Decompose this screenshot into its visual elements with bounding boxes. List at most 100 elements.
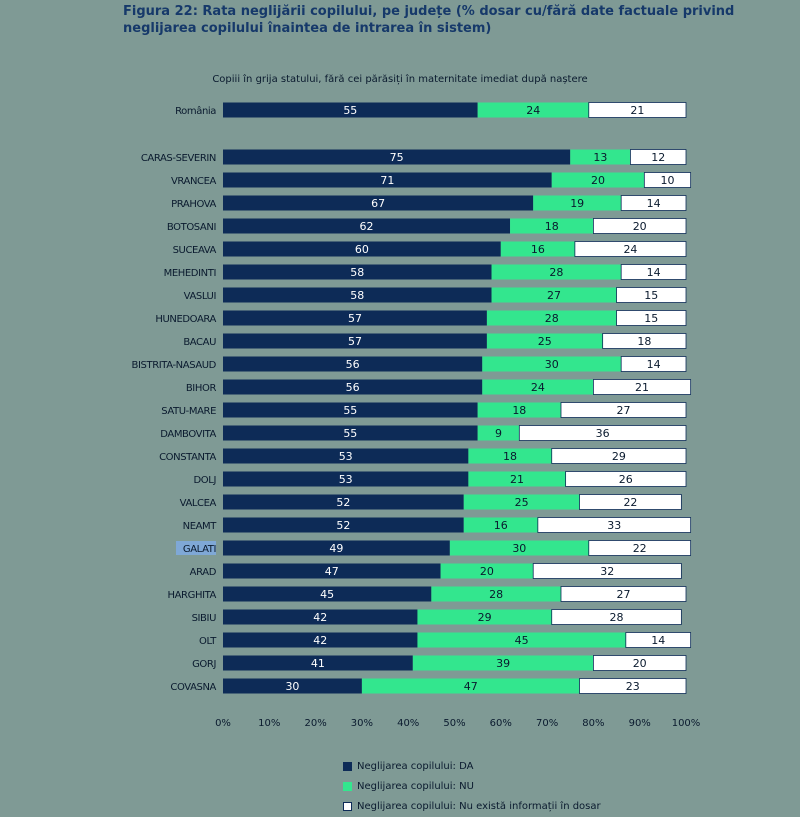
bar-vaslui-nu <box>491 287 617 303</box>
bar-bihor-da <box>223 379 483 395</box>
bar-vrancea-nu <box>551 172 645 188</box>
data-label-suceava-nu: 16 <box>531 243 545 256</box>
bar-hunedoara-da <box>223 310 487 326</box>
data-label-romania-nu: 24 <box>526 104 540 117</box>
legend-label-nu: Neglijarea copilului: NU <box>357 780 474 792</box>
category-label-mehedinti: MEHEDINTI <box>164 268 216 279</box>
data-label-prahova-da: 67 <box>371 197 385 210</box>
category-label-neamt: NEAMT <box>183 521 218 532</box>
bar-mehedinti-nu <box>491 264 622 280</box>
data-label-dambovita-da: 55 <box>343 427 357 440</box>
legend-swatch-none <box>343 801 352 811</box>
bar-hunedoara-nu <box>486 310 617 326</box>
category-label-caras-severin: CARAS-SEVERIN <box>141 153 216 164</box>
data-label-mehedinti-nu: 28 <box>549 266 563 279</box>
legend-swatch-nu <box>343 781 352 791</box>
data-label-bihor-none: 21 <box>635 381 649 394</box>
data-label-dolj-da: 53 <box>339 473 353 486</box>
data-label-galati-da: 49 <box>329 542 343 555</box>
x-tick-label: 100% <box>672 718 701 729</box>
data-label-gorj-none: 20 <box>633 657 647 670</box>
bar-satu-mare-da <box>223 402 478 418</box>
data-label-bihor-da: 56 <box>346 381 360 394</box>
bar-botosani-none <box>593 218 687 234</box>
bar-dambovita-none <box>518 425 687 441</box>
x-tick-label: 70% <box>536 718 558 729</box>
data-label-neamt-da: 52 <box>336 519 350 532</box>
bar-covasna-nu <box>361 678 580 694</box>
data-label-harghita-nu: 28 <box>489 588 503 601</box>
category-label-constanta: CONSTANTA <box>159 452 216 463</box>
data-label-romania-da: 55 <box>343 104 357 117</box>
data-label-constanta-nu: 18 <box>503 450 517 463</box>
bar-prahova-da <box>223 195 534 211</box>
bar-harghita-nu <box>431 586 561 602</box>
bar-gorj-da <box>223 655 413 671</box>
data-label-dambovita-none: 36 <box>596 427 610 440</box>
x-tick-label: 50% <box>443 718 465 729</box>
data-label-hunedoara-nu: 28 <box>545 312 559 325</box>
bar-valcea-da <box>223 494 464 510</box>
data-label-satu-mare-nu: 18 <box>512 404 526 417</box>
bar-neamt-none <box>537 517 692 533</box>
bar-olt-da <box>223 632 418 648</box>
x-tick-label: 20% <box>304 718 326 729</box>
figure-title: Figura 22: Rata neglijării copilului, pe… <box>123 4 735 36</box>
x-tick-label: 60% <box>490 718 512 729</box>
data-label-bacau-none: 18 <box>637 335 651 348</box>
data-label-vrancea-none: 10 <box>660 174 674 187</box>
data-label-valcea-nu: 25 <box>515 496 529 509</box>
bar-arad-nu <box>440 563 534 579</box>
data-label-constanta-none: 29 <box>612 450 626 463</box>
category-label-highlight <box>176 541 216 555</box>
legend-item-da: Neglijarea copilului: DA <box>343 756 601 776</box>
data-label-covasna-nu: 47 <box>464 680 478 693</box>
data-label-harghita-none: 27 <box>616 588 630 601</box>
data-label-neamt-nu: 16 <box>494 519 508 532</box>
bar-caras-severin-da <box>223 149 571 165</box>
data-label-vrancea-nu: 20 <box>591 174 605 187</box>
bar-bacau-none <box>602 333 687 349</box>
data-label-dambovita-nu: 9 <box>495 427 502 440</box>
legend-item-none: Neglijarea copilului: Nu există informaț… <box>343 796 601 816</box>
data-label-botosani-da: 62 <box>360 220 374 233</box>
data-label-caras-severin-none: 12 <box>651 151 665 164</box>
bar-covasna-da <box>223 678 362 694</box>
data-label-arad-da: 47 <box>325 565 339 578</box>
category-label-satu-mare: SATU-MARE <box>161 406 216 417</box>
data-label-bistrita-nasaud-nu: 30 <box>545 358 559 371</box>
bar-galati-none <box>588 540 692 556</box>
data-label-neamt-none: 33 <box>607 519 621 532</box>
bar-dambovita-da <box>223 425 478 441</box>
bar-constanta-nu <box>468 448 552 464</box>
bar-harghita-da <box>223 586 432 602</box>
legend-swatch-da <box>343 761 352 771</box>
bar-mehedinti-none <box>620 264 687 280</box>
bar-olt-none <box>625 632 692 648</box>
bar-prahova-none <box>620 195 687 211</box>
bar-mehedinti-da <box>223 264 492 280</box>
bar-galati-da <box>223 540 450 556</box>
category-label-hunedoara: HUNEDOARA <box>155 314 216 325</box>
category-label-vrancea: VRANCEA <box>171 176 217 187</box>
bar-satu-mare-nu <box>477 402 561 418</box>
bar-harghita-none <box>560 586 687 602</box>
bar-covasna-none <box>579 678 687 694</box>
data-label-vaslui-none: 15 <box>644 289 658 302</box>
bar-hunedoara-none <box>616 310 687 326</box>
legend-label-none: Neglijarea copilului: Nu există informaț… <box>357 800 601 812</box>
data-label-satu-mare-da: 55 <box>343 404 357 417</box>
category-label-suceava: SUCEAVA <box>173 245 217 256</box>
data-label-olt-nu: 45 <box>515 634 529 647</box>
bar-arad-da <box>223 563 441 579</box>
x-tick-label: 40% <box>397 718 419 729</box>
data-label-bacau-nu: 25 <box>538 335 552 348</box>
bar-botosani-da <box>223 218 511 234</box>
bar-vrancea-da <box>223 172 552 188</box>
bar-prahova-nu <box>533 195 622 211</box>
x-tick-label: 90% <box>629 718 651 729</box>
data-label-sibiu-none: 28 <box>610 611 624 624</box>
data-label-bistrita-nasaud-da: 56 <box>346 358 360 371</box>
data-label-dolj-none: 26 <box>619 473 633 486</box>
